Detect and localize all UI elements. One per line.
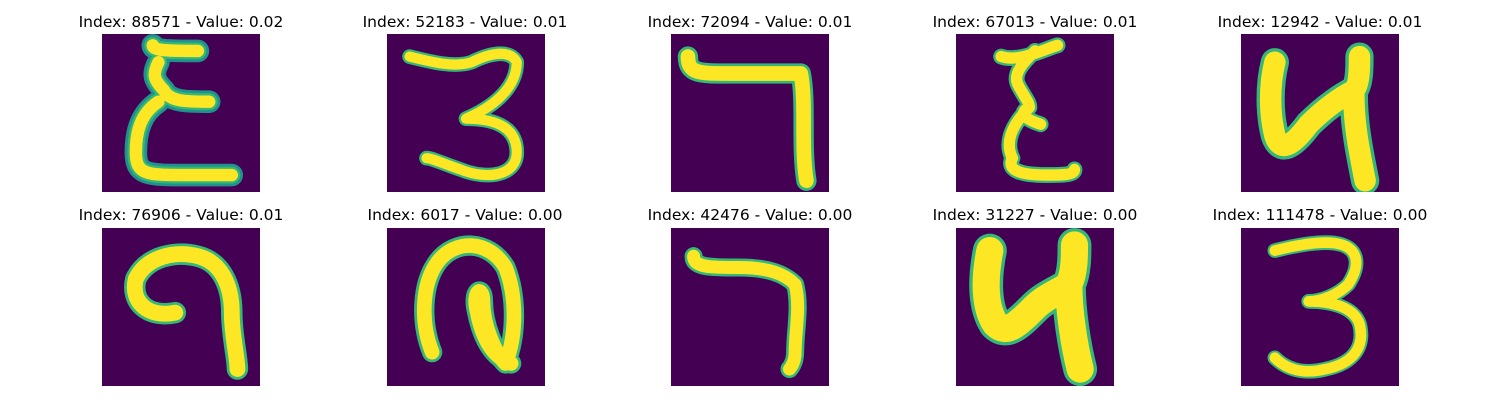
image-panel-1 — [102, 34, 260, 192]
seven-like-glyph — [671, 34, 829, 192]
panel-title: Index: 72094 - Value: 0.01 — [647, 13, 853, 31]
image-panel-4 — [956, 34, 1114, 192]
image-panel-10 — [1241, 228, 1399, 386]
panel-title: Index: 88571 - Value: 0.02 — [78, 13, 284, 31]
image-panel-7 — [387, 228, 545, 386]
panel-title: Index: 111478 - Value: 0.00 — [1212, 206, 1428, 224]
image-panel-9 — [956, 228, 1114, 386]
image-panel-6 — [102, 228, 260, 386]
loop-like-glyph — [387, 228, 545, 386]
epsilon-like-glyph — [102, 34, 260, 192]
panel-title: Index: 6017 - Value: 0.00 — [367, 206, 563, 224]
bold-u-like-glyph — [956, 228, 1114, 386]
z-epsilon-like-glyph — [956, 34, 1114, 192]
panel-title: Index: 67013 - Value: 0.01 — [932, 13, 1138, 31]
image-panel-5 — [1241, 34, 1399, 192]
panel-title: Index: 76906 - Value: 0.01 — [78, 206, 284, 224]
u-like-glyph — [1241, 34, 1399, 192]
hook-seven-like-glyph — [671, 228, 829, 386]
panel-title: Index: 12942 - Value: 0.01 — [1217, 13, 1423, 31]
image-panel-3 — [671, 34, 829, 192]
panel-title: Index: 52183 - Value: 0.01 — [362, 13, 568, 31]
hook-like-glyph — [102, 228, 260, 386]
three-like-glyph — [387, 34, 545, 192]
image-panel-2 — [387, 34, 545, 192]
panel-title: Index: 31227 - Value: 0.00 — [932, 206, 1138, 224]
image-panel-8 — [671, 228, 829, 386]
three-like-glyph — [1241, 228, 1399, 386]
panel-title: Index: 42476 - Value: 0.00 — [647, 206, 853, 224]
